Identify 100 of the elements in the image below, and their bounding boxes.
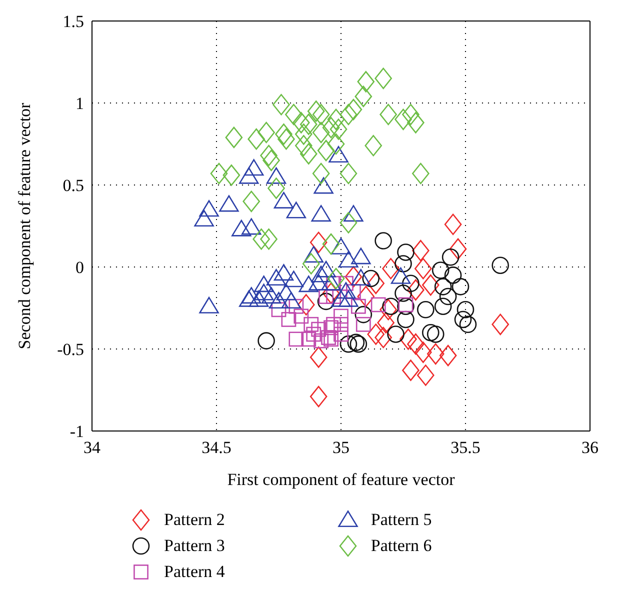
- point: [199, 296, 219, 314]
- point: [285, 104, 302, 126]
- point: [254, 284, 274, 300]
- point: [382, 258, 400, 280]
- point: [242, 190, 260, 212]
- point: [304, 316, 319, 332]
- point: [397, 298, 414, 316]
- point: [312, 122, 330, 144]
- point: [394, 108, 412, 130]
- point: [252, 228, 270, 250]
- point: [225, 126, 243, 148]
- point: [364, 134, 382, 156]
- point: [338, 290, 358, 307]
- point: [297, 294, 315, 316]
- point: [444, 266, 462, 284]
- point: [306, 326, 322, 342]
- point: [314, 333, 329, 348]
- point: [232, 220, 252, 236]
- point: [222, 164, 240, 186]
- x-axis-title: First component of feature vector: [227, 470, 456, 489]
- point: [414, 342, 432, 363]
- point: [310, 232, 328, 254]
- point: [412, 240, 430, 262]
- x-tick-label: 35.5: [450, 438, 480, 458]
- point: [272, 94, 290, 116]
- point: [271, 302, 286, 318]
- point: [331, 238, 351, 254]
- point: [397, 310, 414, 328]
- point: [357, 71, 375, 92]
- point: [357, 286, 375, 308]
- point: [354, 86, 372, 108]
- point: [367, 272, 385, 294]
- point: [402, 360, 420, 381]
- point: [326, 316, 341, 332]
- point: [266, 269, 286, 286]
- point: [317, 140, 335, 162]
- point: [301, 332, 316, 347]
- point: [350, 298, 366, 314]
- point: [307, 100, 325, 122]
- point: [362, 270, 380, 288]
- point: [242, 287, 262, 304]
- point: [492, 314, 510, 336]
- point: [322, 282, 340, 304]
- point: [354, 306, 372, 324]
- point: [344, 266, 362, 288]
- point: [390, 267, 411, 284]
- point: [351, 269, 371, 286]
- point: [274, 192, 294, 208]
- point: [434, 278, 452, 296]
- point: [328, 146, 348, 163]
- point: [281, 292, 302, 308]
- point: [382, 298, 400, 316]
- point: [261, 287, 282, 304]
- point: [295, 124, 312, 145]
- point: [219, 195, 239, 212]
- point: [331, 290, 351, 307]
- point: [454, 310, 472, 328]
- point: [374, 68, 392, 90]
- point: [276, 284, 296, 300]
- y-tick-label: -1: [70, 422, 84, 442]
- point: [414, 258, 432, 280]
- point: [248, 290, 269, 307]
- point: [402, 104, 420, 126]
- point: [351, 248, 371, 264]
- x-tick-label: 36: [582, 438, 598, 458]
- point: [199, 200, 219, 217]
- point: [268, 178, 285, 199]
- point: [340, 162, 358, 184]
- point: [312, 104, 330, 126]
- point: [281, 312, 296, 327]
- point: [327, 268, 345, 290]
- legend-label: Pattern 4: [164, 562, 225, 582]
- point: [311, 266, 331, 282]
- point: [370, 297, 386, 312]
- point: [194, 210, 214, 226]
- point: [374, 232, 392, 250]
- point: [407, 333, 424, 355]
- point: [380, 298, 397, 320]
- point: [394, 284, 412, 302]
- point: [314, 177, 334, 194]
- point: [394, 255, 412, 272]
- point: [258, 122, 275, 144]
- point: [244, 159, 264, 176]
- point: [302, 253, 320, 274]
- point: [340, 104, 358, 126]
- point: [432, 262, 450, 279]
- point: [286, 202, 306, 218]
- point: [327, 133, 345, 155]
- point: [274, 264, 294, 281]
- point: [434, 298, 452, 316]
- point: [412, 162, 430, 184]
- point: [444, 214, 462, 236]
- point: [400, 328, 417, 350]
- point: [456, 300, 474, 318]
- y-tick-label: 1.5: [62, 12, 84, 32]
- point: [266, 167, 286, 184]
- point: [417, 364, 434, 386]
- point: [260, 144, 278, 166]
- point: [327, 108, 345, 130]
- point: [262, 150, 280, 172]
